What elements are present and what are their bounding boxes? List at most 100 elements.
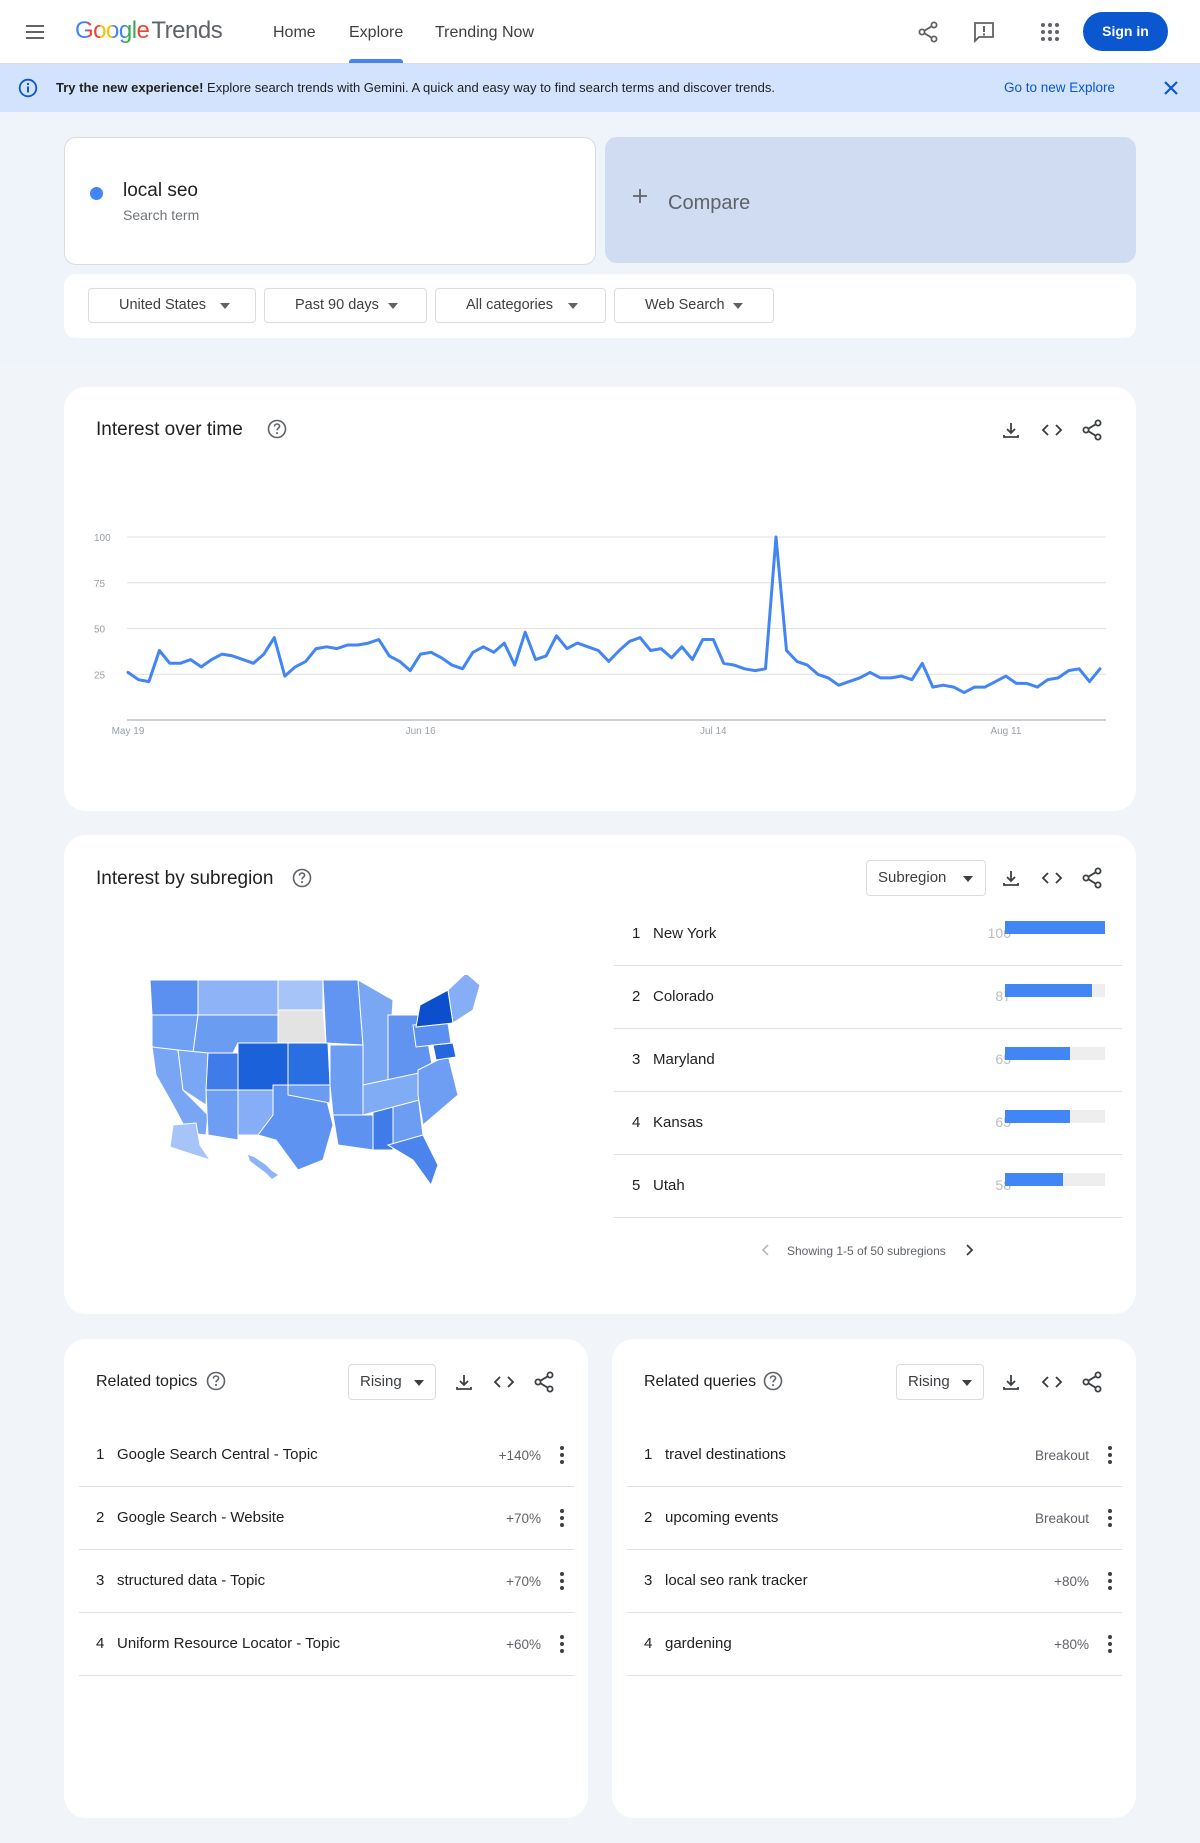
subregion-rank: 2 xyxy=(632,988,641,1005)
share-icon[interactable] xyxy=(1080,1370,1104,1394)
related-topic-name: Uniform Resource Locator - Topic xyxy=(117,1635,341,1652)
related-topics-select[interactable]: Rising xyxy=(348,1364,436,1400)
help-icon[interactable] xyxy=(206,1371,226,1391)
chart-series-line[interactable] xyxy=(126,535,1102,695)
map-region-new-england[interactable] xyxy=(447,975,481,1024)
compare-button[interactable]: Compare xyxy=(605,137,1136,263)
map-region-north-dakota[interactable] xyxy=(277,979,324,1011)
more-options-icon[interactable] xyxy=(552,1632,572,1656)
map-region-northwest[interactable] xyxy=(149,979,199,1016)
share-icon[interactable] xyxy=(1080,418,1104,442)
embed-code-icon[interactable] xyxy=(1040,418,1064,442)
map-region-alaska[interactable] xyxy=(169,1122,212,1161)
map-region-hawaii[interactable] xyxy=(248,1155,278,1179)
map-region-minnesota-iowa[interactable] xyxy=(322,979,364,1046)
compare-label: Compare xyxy=(668,192,751,214)
related-topic-row[interactable]: 1 Google Search Central - Topic +140% xyxy=(79,1424,574,1487)
related-topic-row[interactable]: 2 Google Search - Website +70% xyxy=(79,1487,574,1550)
more-options-icon[interactable] xyxy=(1100,1569,1120,1593)
us-subregion-map[interactable] xyxy=(148,975,508,1187)
help-icon[interactable] xyxy=(267,419,287,439)
share-icon[interactable] xyxy=(1080,866,1104,890)
map-region-south-dakota[interactable] xyxy=(277,1009,327,1044)
download-icon[interactable] xyxy=(999,418,1023,442)
subregion-name: Colorado xyxy=(653,988,714,1005)
nav-trending-now[interactable]: Trending Now xyxy=(435,24,535,41)
chart-y-tick-label: 50 xyxy=(94,625,106,636)
map-region-new-york[interactable] xyxy=(415,989,454,1028)
subregion-row[interactable]: 1 New York 100 xyxy=(614,903,1122,966)
more-options-icon[interactable] xyxy=(1100,1443,1120,1467)
related-query-row[interactable]: 4 gardening +80% xyxy=(627,1613,1122,1676)
sign-in-button[interactable]: Sign in xyxy=(1083,12,1168,51)
property-select[interactable]: Web Search xyxy=(614,288,774,323)
related-topic-row[interactable]: 4 Uniform Resource Locator - Topic +60% xyxy=(79,1613,574,1676)
related-query-name: upcoming events xyxy=(665,1509,779,1526)
feedback-icon[interactable] xyxy=(970,18,998,46)
map-region-kansas[interactable] xyxy=(287,1042,331,1086)
period-select[interactable]: Past 90 days xyxy=(264,288,427,323)
related-topic-row[interactable]: 3 structured data - Topic +70% xyxy=(79,1550,574,1613)
dropdown-arrow-icon xyxy=(568,303,578,309)
map-region-montana[interactable] xyxy=(197,979,279,1016)
related-query-name: local seo rank tracker xyxy=(665,1572,808,1589)
download-icon[interactable] xyxy=(999,1370,1023,1394)
subregion-bar-fill xyxy=(1005,984,1092,997)
related-query-rank: 4 xyxy=(644,1635,653,1652)
more-options-icon[interactable] xyxy=(1100,1506,1120,1530)
more-options-icon[interactable] xyxy=(1100,1632,1120,1656)
embed-code-icon[interactable] xyxy=(1040,866,1064,890)
subregion-name: New York xyxy=(653,925,717,942)
more-options-icon[interactable] xyxy=(552,1443,572,1467)
subregion-row[interactable]: 3 Maryland 65 xyxy=(614,1029,1122,1092)
map-region-nevada[interactable] xyxy=(177,1049,209,1106)
map-region-utah[interactable] xyxy=(205,1052,239,1091)
subregion-row[interactable]: 5 Utah 58 xyxy=(614,1155,1122,1218)
map-region-maryland[interactable] xyxy=(432,1042,457,1061)
previous-page-icon[interactable] xyxy=(760,1243,772,1257)
related-query-row[interactable]: 2 upcoming events Breakout xyxy=(627,1487,1122,1550)
map-region-florida[interactable] xyxy=(386,1134,439,1187)
related-query-row[interactable]: 3 local seo rank tracker +80% xyxy=(627,1550,1122,1613)
subregion-select[interactable]: Subregion xyxy=(866,860,986,896)
google-trends-logo[interactable]: Google Trends xyxy=(75,17,223,47)
download-icon[interactable] xyxy=(452,1370,476,1394)
related-query-row[interactable]: 1 travel destinations Breakout xyxy=(627,1424,1122,1487)
related-topic-value: +140% xyxy=(498,1448,541,1463)
map-region-arizona[interactable] xyxy=(205,1089,239,1141)
download-icon[interactable] xyxy=(999,866,1023,890)
nav-explore[interactable]: Explore xyxy=(349,24,404,41)
period-select-value: Past 90 days xyxy=(295,297,379,313)
go-to-new-explore-link[interactable]: Go to new Explore xyxy=(1004,80,1116,95)
subregion-value: 58 xyxy=(995,1177,1011,1193)
search-term-name[interactable]: local seo xyxy=(123,180,198,201)
close-icon[interactable] xyxy=(1160,77,1182,99)
share-icon[interactable] xyxy=(532,1370,556,1394)
interest-over-time-chart[interactable]: 100 75 50 25 May 19 Jun 16 Jul 14 Aug 11 xyxy=(80,520,1120,745)
info-icon xyxy=(18,78,38,98)
map-region-oklahoma[interactable] xyxy=(287,1084,331,1104)
search-term-card[interactable]: local seo Search term xyxy=(64,137,596,265)
apps-grid-icon[interactable] xyxy=(1036,18,1064,46)
share-icon[interactable] xyxy=(914,18,942,46)
embed-code-icon[interactable] xyxy=(1040,1370,1064,1394)
banner-text: Try the new experience! Explore search t… xyxy=(56,80,775,95)
nav-home[interactable]: Home xyxy=(273,24,316,41)
subregion-row[interactable]: 2 Colorado 87 xyxy=(614,966,1122,1029)
menu-icon[interactable] xyxy=(24,21,46,43)
category-select[interactable]: All categories xyxy=(435,288,606,323)
embed-code-icon[interactable] xyxy=(492,1370,516,1394)
map-region-missouri-arkansas[interactable] xyxy=(329,1044,364,1116)
subregion-rank: 4 xyxy=(632,1114,641,1131)
subregion-row[interactable]: 4 Kansas 65 xyxy=(614,1092,1122,1155)
subregion-rank: 1 xyxy=(632,925,641,942)
map-region-colorado[interactable] xyxy=(237,1042,289,1091)
next-page-icon[interactable] xyxy=(963,1243,975,1257)
help-icon[interactable] xyxy=(292,868,312,888)
related-queries-select[interactable]: Rising xyxy=(896,1364,984,1400)
help-icon[interactable] xyxy=(763,1371,783,1391)
country-select[interactable]: United States xyxy=(88,288,256,323)
more-options-icon[interactable] xyxy=(552,1569,572,1593)
more-options-icon[interactable] xyxy=(552,1506,572,1530)
map-region-louisiana-mississippi[interactable] xyxy=(332,1114,374,1151)
